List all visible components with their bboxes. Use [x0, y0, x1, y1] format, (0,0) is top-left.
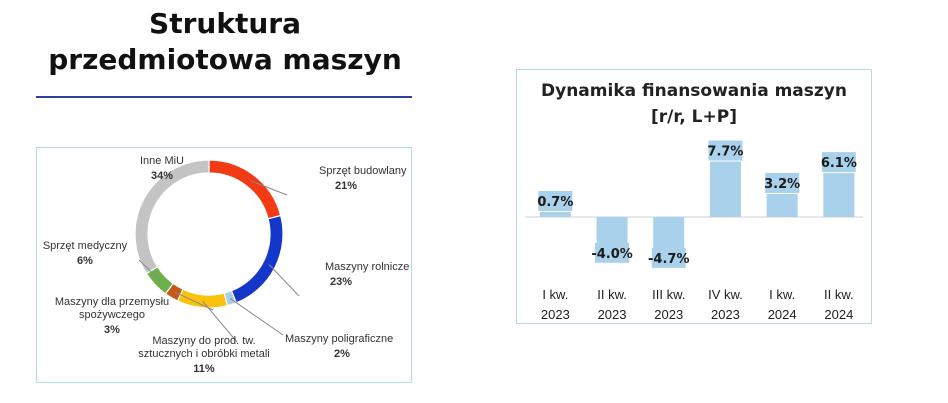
bar-value-label-6: 6.1% [821, 156, 857, 171]
donut-label-maszyny-do-prod-tw-1: Maszyny do prod. tw. [152, 335, 255, 347]
bar-category-label-3-1: III kw. [652, 287, 685, 302]
bar-chart-title-line1: Dynamika finansowania maszyn [541, 81, 847, 101]
bar-value-label-1: 0.7% [537, 195, 573, 210]
donut-label-maszyny-do-prod-tw-2: sztucznych i obróbki metali [138, 348, 269, 360]
bar-chart-title-line2: [r/r, L+P] [651, 107, 737, 127]
bar-category-label-1-2: 2023 [541, 307, 570, 322]
bar-category-label-2-2: 2023 [598, 307, 627, 322]
donut-label-inne-miu: Inne MiU [140, 155, 184, 167]
page-title: Struktura przedmiotowa maszyn [20, 6, 430, 78]
donut-pct-sprzet-medyczny: 6% [77, 255, 93, 267]
bar-category-label-2-1: II kw. [597, 287, 627, 302]
donut-slice-inne-miu [134, 159, 210, 275]
donut-pct-maszyny-dla-przemyslu: 3% [104, 324, 120, 336]
bar-category-label-4-2: 2023 [711, 307, 740, 322]
donut-leader-line-maszyny-dla-przemyslu [174, 291, 214, 311]
donut-label-sprzet-budowlany: Sprzęt budowlany [319, 165, 407, 177]
donut-chart-panel: Sprzęt budowlany 21% Maszyny rolnicze 23% Ma… [36, 147, 412, 383]
bar-6 [823, 173, 855, 217]
donut-pct-sprzet-budowlany: 21% [335, 180, 357, 192]
bar-value-label-bg-3 [651, 247, 686, 268]
bar-category-label-3-2: 2023 [654, 307, 683, 322]
page-title-line1: Struktura [149, 7, 301, 40]
bar-2 [596, 217, 628, 246]
donut-pct-maszyny-do-prod-tw: 11% [193, 363, 215, 375]
bar-value-label-3: -4.7% [648, 252, 689, 267]
donut-label-sprzet-medyczny: Sprzęt medyczny [43, 240, 128, 252]
donut-chart: Sprzęt budowlany 21% Maszyny rolnicze 23% Ma… [43, 155, 410, 375]
bar-3 [653, 217, 685, 251]
donut-label-maszyny-rolnicze: Maszyny rolnicze [325, 261, 409, 273]
donut-label-maszyny-poligraficzne: Maszyny poligraficzne [285, 333, 393, 345]
bar-chart-panel: Dynamika finansowania maszyn [r/r, L+P] … [516, 69, 872, 324]
bar-5 [766, 193, 798, 217]
bar-value-label-4: 7.7% [707, 145, 743, 160]
donut-label-maszyny-dla-przemyslu-1: Maszyny dla przemysłu [55, 296, 169, 308]
bar-category-label-5-1: I kw. [769, 287, 795, 302]
title-underline [36, 96, 412, 98]
bar-category-label-4-1: IV kw. [708, 287, 743, 302]
bar-category-label-5-2: 2024 [768, 307, 797, 322]
bar-category-label-6-1: II kw. [824, 287, 854, 302]
donut-leader-line-sprzet-budowlany [250, 180, 288, 196]
donut-pct-maszyny-rolnicze: 23% [330, 276, 352, 288]
bar-4 [709, 161, 741, 217]
bar-category-label-6-2: 2024 [824, 307, 853, 322]
bar-chart-title: Dynamika finansowania maszyn [r/r, L+P] [517, 78, 871, 130]
bar-value-label-bg-1 [538, 190, 573, 211]
bar-1 [539, 211, 571, 217]
donut-label-maszyny-dla-przemyslu-2: spożywczego [79, 309, 145, 321]
bar-value-label-2: -4.0% [591, 247, 632, 262]
bar-value-label-5: 3.2% [764, 177, 800, 192]
bar-value-label-bg-2 [595, 242, 630, 263]
donut-pct-maszyny-poligraficzne: 2% [334, 348, 350, 360]
page-title-line2: przedmiotowa maszyn [48, 43, 402, 76]
bar-value-label-bg-4 [708, 140, 743, 161]
bar-value-label-bg-5 [765, 172, 800, 193]
donut-slice-maszyny-rolnicze [230, 214, 284, 304]
donut-leader-line-maszyny-rolnicze [268, 264, 300, 297]
bar-value-label-bg-6 [821, 152, 856, 173]
donut-pct-inne-miu: 34% [151, 170, 173, 182]
bar-chart: 0.7% I kw. 2023 -4.0% II kw. 2023 -4.7% III kw.… [525, 140, 863, 322]
donut-slice-sprzet-budowlany [208, 159, 282, 220]
bar-category-label-1-1: I kw. [542, 287, 568, 302]
donut-leader-line-maszyny-poligraficzne [229, 297, 284, 336]
donut-leader-line-sprzet-medyczny [138, 259, 161, 281]
